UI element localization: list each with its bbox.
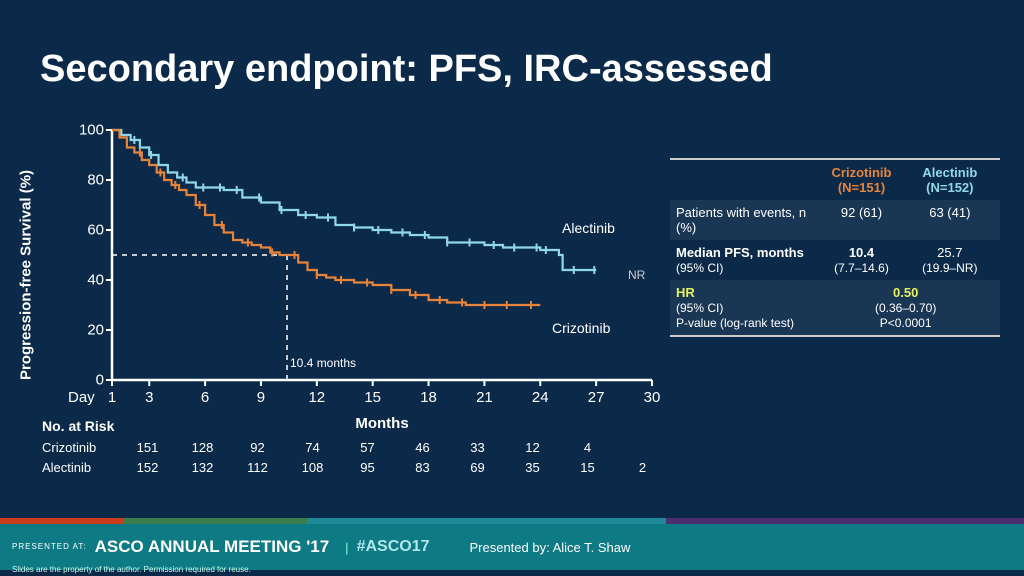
- x-tick: 9: [257, 389, 265, 406]
- y-tick: 40: [64, 272, 104, 289]
- stats-row: Median PFS, months(95% CI) 10.4(7.7–14.6…: [670, 240, 1000, 280]
- x-tick: 27: [588, 389, 605, 406]
- x-tick: 6: [201, 389, 209, 406]
- x-tick: 1: [108, 389, 116, 406]
- risk-title: No. at Risk: [42, 418, 670, 434]
- x-tick: 18: [420, 389, 437, 406]
- risk-row: Crizotinib1511289274574633124: [42, 438, 670, 456]
- x-tick: 15: [364, 389, 381, 406]
- median-label: 10.4 months: [290, 356, 356, 370]
- y-tick: 60: [64, 222, 104, 239]
- alectinib-label: Alectinib: [562, 220, 615, 236]
- page-title: Secondary endpoint: PFS, IRC-assessed: [40, 48, 773, 91]
- y-tick: 100: [64, 122, 104, 139]
- day-label: Day: [68, 389, 95, 406]
- km-chart: Progression-free Survival (%) 0204060801…: [60, 130, 660, 420]
- y-tick: 80: [64, 172, 104, 189]
- footer-divider: |: [345, 540, 348, 555]
- stats-header: Crizotinib(N=151) Alectinib(N=152): [670, 160, 1000, 200]
- plot-region: 020406080100 136912151821242730 Day Mont…: [112, 130, 652, 380]
- nr-label: NR: [628, 268, 645, 282]
- stats-row: HR(95% CI)P-value (log-rank test) 0.50(0…: [670, 280, 1000, 335]
- hashtag: #ASCO17: [357, 538, 430, 556]
- footer: PRESENTED AT: ASCO ANNUAL MEETING '17 | …: [0, 518, 1024, 576]
- presented-at: PRESENTED AT:: [12, 543, 87, 551]
- x-tick: 12: [308, 389, 325, 406]
- x-tick: 24: [532, 389, 549, 406]
- stats-row: Patients with events, n (%)92 (61)63 (41…: [670, 200, 1000, 240]
- y-axis-label: Progression-free Survival (%): [18, 170, 35, 380]
- author: Presented by: Alice T. Shaw: [469, 540, 630, 555]
- crizotinib-label: Crizotinib: [552, 320, 610, 336]
- risk-row: Alectinib15213211210895836935152: [42, 458, 670, 476]
- y-tick: 20: [64, 322, 104, 339]
- x-tick: 21: [476, 389, 493, 406]
- stats-table: Crizotinib(N=151) Alectinib(N=152) Patie…: [670, 158, 1000, 337]
- x-tick: 30: [644, 389, 661, 406]
- disclaimer: Slides are the property of the author. P…: [12, 565, 251, 574]
- x-tick: 3: [145, 389, 153, 406]
- risk-table: No. at Risk Crizotinib151128927457463312…: [42, 418, 670, 478]
- meeting-name: ASCO ANNUAL MEETING '17: [95, 537, 330, 557]
- y-tick: 0: [64, 372, 104, 389]
